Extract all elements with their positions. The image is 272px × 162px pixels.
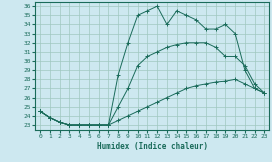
X-axis label: Humidex (Indice chaleur): Humidex (Indice chaleur) xyxy=(97,142,208,150)
